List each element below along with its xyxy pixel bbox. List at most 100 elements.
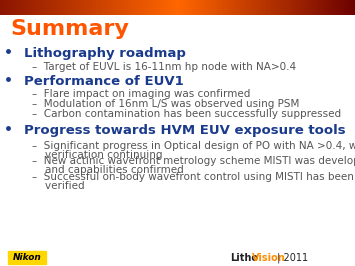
Bar bbox=[309, 0, 310, 15]
Bar bbox=[242, 0, 244, 15]
Bar bbox=[343, 0, 344, 15]
Bar bbox=[76, 0, 77, 15]
Bar bbox=[248, 0, 249, 15]
Bar bbox=[260, 0, 261, 15]
Bar bbox=[138, 0, 139, 15]
Bar bbox=[39, 0, 40, 15]
Bar bbox=[18, 0, 19, 15]
Bar bbox=[162, 0, 163, 15]
Bar bbox=[78, 0, 80, 15]
Bar bbox=[280, 0, 282, 15]
Bar bbox=[266, 0, 267, 15]
Bar bbox=[25, 0, 26, 15]
Bar bbox=[289, 0, 290, 15]
Bar bbox=[65, 0, 66, 15]
Bar bbox=[152, 0, 153, 15]
Text: Performance of EUV1: Performance of EUV1 bbox=[24, 76, 184, 89]
Bar bbox=[325, 0, 327, 15]
Bar bbox=[234, 0, 235, 15]
Bar bbox=[82, 0, 83, 15]
Bar bbox=[316, 0, 317, 15]
Bar bbox=[108, 0, 109, 15]
Bar bbox=[1, 0, 2, 15]
Bar bbox=[104, 0, 106, 15]
Bar bbox=[83, 0, 84, 15]
Bar bbox=[271, 0, 272, 15]
Text: –  Flare impact on imaging was confirmed: – Flare impact on imaging was confirmed bbox=[32, 89, 250, 99]
Bar bbox=[113, 0, 114, 15]
Bar bbox=[30, 0, 31, 15]
Bar bbox=[279, 0, 280, 15]
Bar bbox=[49, 0, 50, 15]
Bar bbox=[186, 0, 187, 15]
Bar bbox=[36, 0, 37, 15]
Bar bbox=[100, 0, 101, 15]
Bar bbox=[95, 0, 96, 15]
Bar bbox=[7, 0, 8, 15]
Bar bbox=[298, 0, 299, 15]
Bar bbox=[187, 0, 189, 15]
Bar bbox=[278, 0, 279, 15]
Bar bbox=[229, 0, 230, 15]
Bar bbox=[52, 0, 54, 15]
Bar bbox=[347, 0, 348, 15]
Bar bbox=[189, 0, 190, 15]
Bar bbox=[265, 0, 266, 15]
Bar bbox=[221, 0, 222, 15]
Bar bbox=[272, 0, 273, 15]
Bar bbox=[77, 0, 78, 15]
Bar bbox=[144, 0, 145, 15]
Bar bbox=[184, 0, 185, 15]
Bar bbox=[235, 0, 236, 15]
Bar bbox=[73, 0, 75, 15]
Text: –  New actinic wavefront metrology scheme MISTI was developed: – New actinic wavefront metrology scheme… bbox=[32, 156, 355, 166]
Bar bbox=[313, 0, 315, 15]
Bar bbox=[337, 0, 338, 15]
Bar bbox=[81, 0, 82, 15]
Bar bbox=[259, 0, 260, 15]
Bar bbox=[50, 0, 51, 15]
Bar bbox=[26, 0, 27, 15]
Bar bbox=[89, 0, 90, 15]
Bar bbox=[0, 0, 1, 15]
Bar bbox=[75, 0, 76, 15]
Bar bbox=[211, 0, 213, 15]
Bar bbox=[197, 0, 198, 15]
Bar bbox=[99, 0, 100, 15]
Bar bbox=[236, 0, 237, 15]
Bar bbox=[192, 0, 193, 15]
Bar bbox=[102, 0, 103, 15]
Bar bbox=[119, 0, 120, 15]
Bar bbox=[301, 0, 303, 15]
Bar bbox=[304, 0, 305, 15]
Bar bbox=[228, 0, 229, 15]
Bar bbox=[133, 0, 134, 15]
Bar bbox=[32, 0, 33, 15]
Bar bbox=[179, 0, 180, 15]
Bar bbox=[268, 0, 269, 15]
Bar bbox=[254, 0, 255, 15]
Bar bbox=[273, 0, 274, 15]
Bar bbox=[258, 0, 259, 15]
Bar bbox=[318, 0, 320, 15]
Bar bbox=[155, 0, 157, 15]
Bar bbox=[210, 0, 211, 15]
Bar bbox=[87, 0, 88, 15]
Bar bbox=[45, 0, 46, 15]
Bar bbox=[169, 0, 170, 15]
Bar bbox=[149, 0, 151, 15]
Bar bbox=[61, 0, 62, 15]
Bar bbox=[173, 0, 175, 15]
Bar bbox=[300, 0, 301, 15]
Bar bbox=[27, 0, 28, 15]
Bar bbox=[125, 0, 126, 15]
Bar bbox=[324, 0, 325, 15]
Bar bbox=[307, 0, 309, 15]
Bar bbox=[42, 0, 43, 15]
Bar bbox=[331, 0, 332, 15]
Bar bbox=[341, 0, 342, 15]
Bar bbox=[33, 0, 34, 15]
Bar bbox=[294, 0, 296, 15]
Bar bbox=[20, 0, 21, 15]
Bar bbox=[106, 0, 107, 15]
